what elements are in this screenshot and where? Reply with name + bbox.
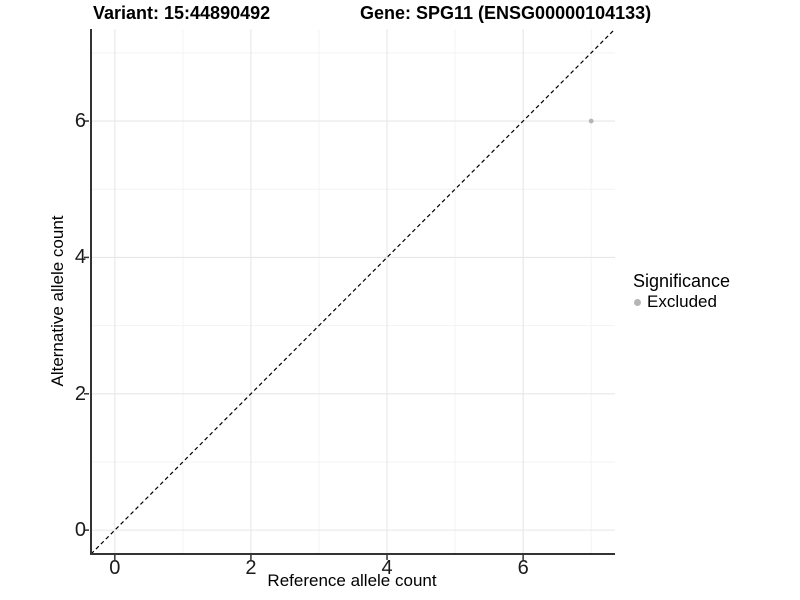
legend-item: Excluded: [631, 292, 730, 312]
plot-title-gene: Gene: SPG11 (ENSG00000104133): [360, 3, 652, 23]
y-tick-label: 4: [74, 246, 86, 269]
y-tick-label: 0: [74, 519, 86, 542]
identity-dashed-line: [90, 28, 616, 555]
legend-key-dot-icon: [634, 298, 641, 306]
x-axis-title: Reference allele count: [267, 571, 437, 590]
legend-item-label: Excluded: [647, 292, 717, 311]
legend: Significance Excluded: [631, 270, 730, 312]
x-tick-label: 4: [381, 557, 393, 579]
x-tick-label: 6: [517, 557, 529, 579]
data-point: [588, 118, 594, 124]
legend-items: Excluded: [631, 292, 730, 312]
x-tick-label: 0: [109, 557, 121, 579]
plot-title-variant: Variant: 15:44890492: [93, 3, 271, 23]
y-axis-title: Alternative allele count: [48, 215, 67, 387]
y-tick-label: 6: [74, 110, 86, 133]
x-tick-label: 2: [245, 557, 257, 579]
y-tick-label: 2: [74, 382, 86, 405]
legend-title: Significance: [633, 271, 731, 291]
